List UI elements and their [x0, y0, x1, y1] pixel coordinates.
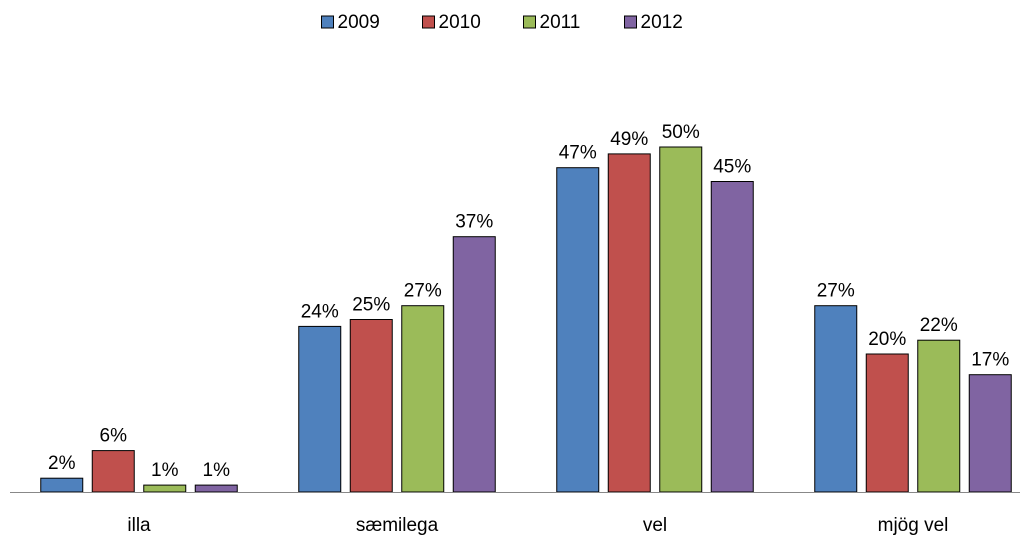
bar	[298, 325, 342, 493]
legend-label: 2012	[641, 12, 683, 33]
data-label: 20%	[868, 329, 906, 350]
x-tick-label: vel	[643, 515, 667, 536]
bar	[349, 319, 393, 493]
legend-swatch	[523, 15, 536, 29]
data-label: 2%	[48, 453, 76, 474]
data-label: 1%	[203, 460, 231, 481]
bar	[40, 477, 84, 493]
data-label: 22%	[920, 315, 958, 336]
bar	[659, 146, 703, 493]
legend-label: 2009	[338, 12, 380, 33]
bar	[917, 339, 961, 493]
x-tick-label: mjög vel	[878, 515, 949, 536]
bar	[452, 236, 496, 493]
bar	[91, 450, 135, 493]
bar	[968, 374, 1012, 493]
bar	[401, 305, 445, 493]
data-label: 49%	[610, 129, 648, 150]
bar	[143, 484, 187, 493]
legend-swatch	[321, 15, 334, 29]
data-label: 27%	[817, 281, 855, 302]
data-label: 6%	[100, 426, 128, 447]
data-label: 27%	[404, 281, 442, 302]
bar	[556, 167, 600, 493]
data-label: 1%	[151, 460, 179, 481]
legend-label: 2011	[540, 12, 581, 33]
data-label: 47%	[559, 143, 597, 164]
bar	[607, 153, 651, 493]
x-tick-label: sæmilega	[356, 515, 439, 536]
data-label: 25%	[352, 295, 390, 316]
data-label: 45%	[713, 157, 751, 178]
bar	[710, 181, 754, 493]
data-label: 24%	[301, 301, 339, 322]
legend-swatch	[624, 15, 637, 29]
bar	[865, 353, 909, 493]
data-label: 17%	[971, 350, 1009, 371]
x-tick-label: illa	[127, 515, 151, 536]
legend-swatch	[422, 15, 435, 29]
bar	[194, 484, 238, 493]
data-label: 50%	[662, 122, 700, 143]
data-label: 37%	[455, 212, 493, 233]
legend-label: 2010	[439, 12, 481, 33]
bar	[814, 305, 858, 493]
